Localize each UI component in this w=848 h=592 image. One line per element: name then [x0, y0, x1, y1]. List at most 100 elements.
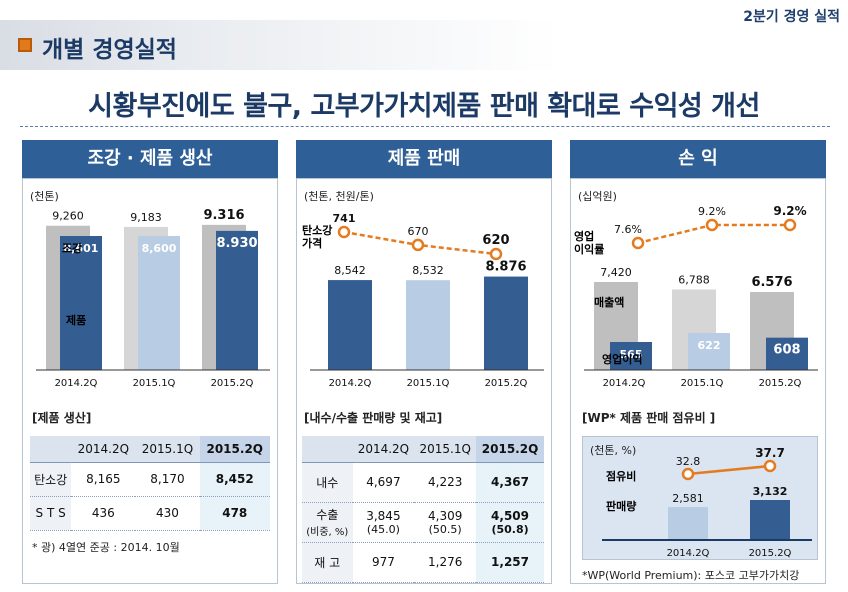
- panel-title-production: 조강 · 제품 생산: [22, 140, 278, 178]
- table-cell: 1,257: [476, 542, 544, 583]
- headline: 시황부진에도 불구, 고부가가치제품 판매 확대로 수익성 개선: [88, 91, 760, 122]
- price-point: [337, 225, 351, 239]
- table-cell: 3,845 (45.0): [352, 502, 415, 543]
- price-point: [489, 247, 503, 261]
- wp-volume-bar: [750, 500, 790, 540]
- row-header: 재 고: [302, 542, 353, 583]
- row-header: 탄소강: [30, 462, 72, 497]
- price-label: 620: [482, 233, 509, 248]
- data-label-crude-steel: 9.316: [203, 208, 244, 223]
- production-chart: 9,260 8,601 2014.2Q 9,183 8,600 2015.1Q 9.316 8…: [36, 208, 270, 389]
- data-label-product: 8,600: [142, 242, 177, 255]
- margin-point: [705, 218, 719, 232]
- bar-sales: [406, 280, 450, 370]
- page-title: 개별 경영실적: [42, 37, 177, 63]
- x-tick-label: 2014.2Q: [55, 378, 98, 389]
- profit-chart: 7,420 565 2014.2Q 6,788 622 2015.1Q 6.576 608 20…: [574, 204, 818, 389]
- unit-label: (십억원): [578, 190, 617, 203]
- title-bar: [0, 20, 560, 70]
- wp-share-label: 32.8: [676, 455, 701, 468]
- headline-divider: [20, 126, 830, 127]
- table-cell: 8,170: [135, 462, 200, 497]
- wp-share-point: [763, 459, 777, 473]
- margin-label: 9.2%: [698, 205, 726, 218]
- margin-label: 7.6%: [614, 223, 642, 236]
- table-header-cell: [302, 436, 353, 463]
- table-cell: 8,165: [71, 462, 136, 497]
- table-header-row: 2014.2Q 2015.1Q 2015.2Q: [302, 436, 544, 463]
- wp-volume-label: 2,581: [672, 492, 704, 505]
- data-label-revenue: 6,788: [678, 273, 710, 286]
- wp-x-tick-label: 2015.2Q: [749, 548, 792, 559]
- table-header-row: 2014.2Q 2015.1Q 2015.2Q: [30, 436, 270, 463]
- panel-title-sales: 제품 판매: [296, 140, 552, 178]
- data-label-operating-profit: 565: [620, 348, 643, 361]
- price-label: 741: [333, 212, 356, 225]
- table-header-cell: 2015.1Q: [135, 436, 200, 463]
- table-header-cell: 2015.1Q: [414, 436, 477, 463]
- wp-share-label: 37.7: [755, 446, 785, 460]
- title-bullet-icon: [18, 38, 32, 52]
- series-label-price: 탄소강 가격: [302, 223, 332, 250]
- data-label-operating-profit: 608: [773, 343, 800, 358]
- table-cell: 4,367: [476, 462, 544, 503]
- footnote: * 광) 4열연 준공 : 2014. 10월: [32, 541, 180, 554]
- wp-share-line: [687, 464, 771, 476]
- production-table: 2014.2Q 2015.1Q 2015.2Q 탄소강 8,165 8,170 8,452…: [30, 436, 270, 531]
- series-label-operating-profit: 영업이익: [602, 352, 642, 366]
- price-point: [411, 238, 425, 252]
- bar-operating-profit: [688, 333, 730, 370]
- x-tick-label: 2015.1Q: [407, 378, 450, 389]
- x-tick-label: 2015.2Q: [485, 378, 528, 389]
- wp-volume-bar: [668, 507, 708, 540]
- sales-chart: 8,542 2014.2Q 8,532 2015.1Q 8.876 2015.2Q 741…: [302, 212, 544, 389]
- table-row: 재 고 977 1,276 1,257: [302, 542, 544, 583]
- table-label-sales: [내수/수출 판매량 및 재고]: [304, 411, 443, 425]
- wp-volume-label: 3,132: [753, 485, 788, 498]
- table-cell: 1,276: [414, 542, 477, 583]
- data-label-crude-steel: 9,260: [52, 210, 84, 223]
- x-tick-label: 2015.1Q: [681, 378, 724, 389]
- table-label-production: [제품 생산]: [32, 411, 92, 425]
- bar-product: [60, 236, 102, 370]
- unit-label: (천톤): [30, 190, 59, 203]
- data-label-sales: 8,542: [334, 264, 366, 277]
- data-label-operating-profit: 622: [698, 339, 721, 352]
- price-label: 670: [408, 225, 429, 238]
- margin-label: 9.2%: [773, 204, 806, 218]
- table-row: 수출 (비중, %) 3,845 (45.0) 4,309 (50.5) 4,509 (50.…: [302, 502, 544, 543]
- series-label-margin: 영업 이익률: [574, 230, 604, 256]
- row-header: 수출 (비중, %): [302, 502, 353, 543]
- table-cell: 4,697: [352, 462, 415, 503]
- series-label-product: 제품: [66, 313, 86, 327]
- x-tick-label: 2015.2Q: [759, 378, 802, 389]
- row-header: 내수: [302, 462, 353, 503]
- table-row: 탄소강 8,165 8,170 8,452: [30, 462, 270, 497]
- table-cell: 4,309 (50.5): [414, 502, 477, 543]
- data-label-sales: 8,532: [412, 264, 444, 277]
- wp-section-label: [WP* 제품 판매 점유비 ]: [582, 411, 716, 425]
- x-tick-label: 2014.2Q: [329, 378, 372, 389]
- wp-footnote: *WP(World Premium): 포스코 고부가가치강: [582, 569, 800, 582]
- table-cell: 4,223: [414, 462, 477, 503]
- bar-sales: [484, 276, 528, 370]
- table-cell: 977: [352, 542, 415, 583]
- table-cell: 478: [199, 496, 270, 531]
- margin-point: [631, 236, 645, 250]
- table-header-cell: 2014.2Q: [71, 436, 136, 463]
- bar-sales: [328, 280, 372, 370]
- data-label-crude-steel: 9,183: [130, 211, 162, 224]
- wp-chart: 2,581 2014.2Q 3,132 2015.2Q 32.8 37.7 점유비 판매…: [602, 446, 812, 559]
- wp-x-tick-label: 2014.2Q: [667, 548, 710, 559]
- table-row: S T S 436 430 478: [30, 496, 270, 531]
- table-header-cell: 2015.2Q: [476, 436, 544, 463]
- table-header-cell: 2014.2Q: [352, 436, 415, 463]
- margin-point: [783, 218, 797, 232]
- data-label-product: 8,601: [64, 242, 99, 255]
- table-header-cell: [30, 436, 72, 463]
- wp-series-label-volume: 판매량: [606, 499, 636, 513]
- bar-product: [216, 230, 258, 370]
- table-row: 내수 4,697 4,223 4,367: [302, 462, 544, 503]
- table-cell: 4,509 (50.8): [476, 502, 544, 543]
- sales-table: 2014.2Q 2015.1Q 2015.2Q 내수 4,697 4,223 4,367 수…: [302, 436, 544, 583]
